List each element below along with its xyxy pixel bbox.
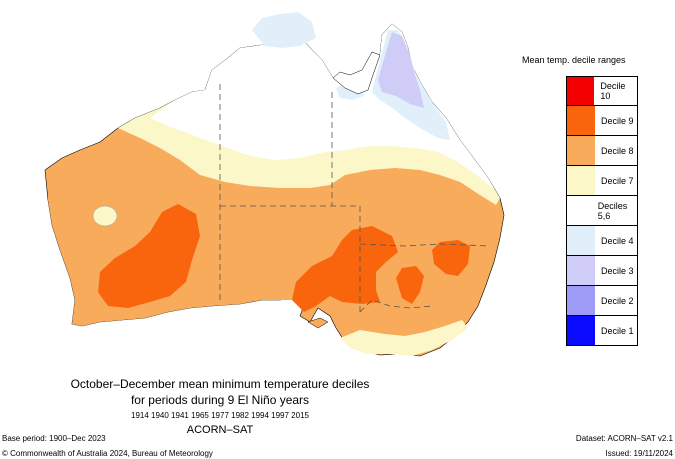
south-coast-decile-7	[340, 320, 468, 356]
legend-swatch	[567, 286, 595, 315]
nsw-north-decile-9	[432, 240, 470, 276]
legend-swatch	[567, 106, 595, 135]
legend-label: Decile 1	[601, 325, 634, 336]
legend-label: Decile 2	[601, 295, 634, 306]
legend-label: Decile 8	[601, 145, 634, 156]
legend-item: Decile 10	[566, 76, 638, 106]
legend-label: Decile 3	[601, 265, 634, 276]
legend-item: Decile 8	[566, 136, 638, 166]
nsw-centre-decile-9	[396, 266, 424, 304]
nt-top-decile-4	[252, 12, 316, 48]
legend: Decile 10 Decile 9 Decile 8 Decile 7 Deciles…	[566, 76, 638, 346]
wa-decile-9	[98, 204, 200, 308]
legend-swatch	[567, 316, 595, 345]
legend-swatch	[567, 196, 592, 225]
sa-decile-9	[292, 226, 398, 312]
legend-label: Decile 9	[601, 115, 634, 126]
dataset-info: Dataset: ACORN–SAT v2.1	[575, 434, 673, 443]
qld-decile-3	[378, 32, 424, 108]
wa-decile-7-spot	[92, 205, 118, 227]
legend-label: Decile 4	[601, 235, 634, 246]
legend-item: Decile 9	[566, 106, 638, 136]
legend-swatch	[567, 136, 595, 165]
legend-item: Decile 7	[566, 166, 638, 196]
legend-swatch	[567, 77, 595, 105]
legend-item: Decile 4	[566, 226, 638, 256]
legend-swatch	[567, 226, 595, 255]
legend-item: Deciles 5,6	[566, 196, 638, 226]
kangaroo-island	[307, 317, 329, 329]
legend-item: Decile 2	[566, 286, 638, 316]
gulf-water	[332, 51, 381, 95]
issued-date: Issued: 19/11/2024	[605, 449, 673, 458]
map-dataset-name: ACORN–SAT	[186, 424, 254, 436]
legend-label: Deciles 5,6	[597, 200, 628, 221]
map-title-years: 1914 1940 1941 1965 1977 1982 1994 1997 …	[131, 411, 309, 420]
map-title-line2: for periods during 9 El Niño years	[130, 393, 310, 407]
legend-label: Decile 7	[601, 175, 634, 186]
legend-swatch	[567, 166, 595, 195]
legend-label: Decile 10	[600, 81, 626, 101]
copyright: © Commonwealth of Australia 2024, Bureau…	[2, 449, 213, 458]
legend-item: Decile 3	[566, 256, 638, 286]
legend-title: Mean temp. decile ranges	[522, 55, 626, 65]
legend-swatch	[567, 256, 595, 285]
base-period: Base period: 1900–Dec 2023	[2, 434, 106, 443]
australia-decile-map	[44, 12, 505, 357]
map-title-line1: October–December mean minimum temperatur…	[70, 377, 370, 391]
legend-item: Decile 1	[566, 316, 638, 346]
state-borders	[219, 84, 491, 313]
